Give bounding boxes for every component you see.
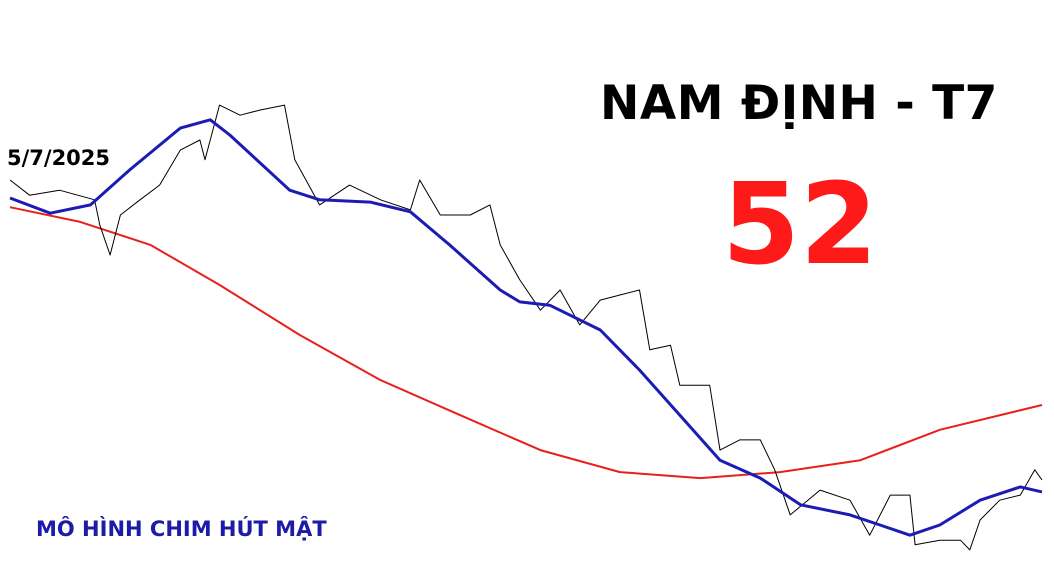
price-line (9, 104, 1043, 551)
pattern-label: MÔ HÌNH CHIM HÚT MẬT (36, 517, 327, 541)
slow-ma-line (9, 206, 1043, 480)
fast-ma-line (9, 118, 1043, 537)
start-date-label: 5/7/2025 (7, 146, 111, 170)
chart-title: NAM ĐỊNH - T7 (600, 76, 998, 131)
highlight-number: 52 (722, 160, 878, 290)
